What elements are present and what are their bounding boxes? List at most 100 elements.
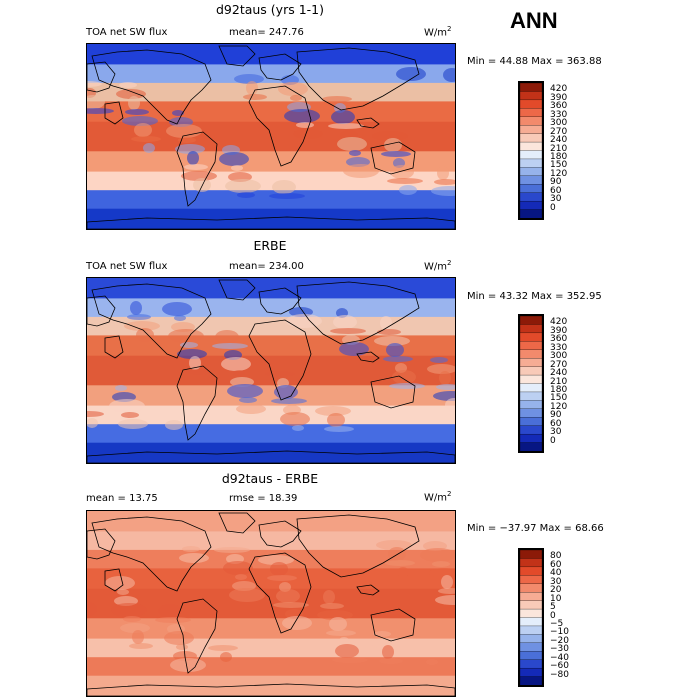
coastline	[296, 514, 420, 578]
contour-patch	[293, 129, 323, 139]
colorbar-tick-label: −80	[550, 669, 569, 680]
colorbar-tick-label: −40	[550, 652, 569, 663]
colorbar	[518, 548, 544, 687]
colorbar-swatch	[519, 116, 543, 126]
contour-patch	[267, 575, 297, 581]
contour-patch	[437, 166, 449, 180]
colorbar-swatch	[519, 315, 543, 325]
contour-patch	[332, 657, 368, 663]
contour-patch	[129, 643, 153, 649]
colorbar-swatch	[519, 566, 543, 576]
contour-patch	[172, 110, 184, 116]
contour-patch	[396, 67, 426, 81]
contour-patch	[225, 179, 261, 193]
contour-patch	[382, 645, 394, 659]
colorbar-swatch	[519, 349, 543, 359]
latitude-band	[87, 208, 455, 229]
coastline	[296, 47, 420, 111]
coastline	[218, 512, 256, 534]
colorbar-swatch	[519, 442, 543, 452]
colorbar-swatch	[519, 667, 543, 678]
coastline	[91, 283, 212, 359]
contour-patch	[427, 364, 455, 374]
contour-patch	[121, 412, 139, 418]
colorbar-swatch	[519, 167, 543, 177]
colorbar-tick-label: −10	[550, 627, 569, 638]
latitude-band	[87, 64, 455, 84]
contour-patch	[330, 328, 366, 334]
colorbar-swatch	[519, 158, 543, 168]
mean-value: mean= 234.00	[229, 261, 304, 272]
contour-patch	[426, 659, 438, 665]
colorbar-swatch	[519, 184, 543, 194]
colorbar-swatch	[519, 408, 543, 418]
coastline	[370, 375, 416, 409]
panel-title: d92taus (yrs 1-1)	[215, 2, 324, 17]
map-panel	[86, 43, 456, 230]
contour-patch	[433, 391, 455, 401]
colorbar-tick-label: 330	[550, 109, 568, 120]
contour-patch	[193, 178, 211, 192]
rmse-value: rmse = 18.39	[229, 493, 298, 504]
colorbar-swatch	[519, 133, 543, 143]
contour-patch	[219, 152, 249, 166]
colorbar-tick-label: 10	[550, 593, 562, 604]
contour-patch	[430, 357, 448, 363]
colorbar-swatch	[519, 150, 543, 160]
colorbar-swatch	[519, 600, 543, 610]
contour-patch	[386, 343, 404, 357]
colorbar-swatch	[519, 391, 543, 401]
contour-patch	[443, 68, 455, 82]
coastline	[296, 281, 420, 345]
coastline	[258, 520, 302, 548]
contour-patch	[315, 406, 351, 416]
map-canvas	[87, 511, 455, 696]
coastline	[87, 450, 455, 463]
contour-patch	[438, 588, 455, 594]
contour-patch	[208, 645, 238, 651]
contour-patch	[184, 164, 208, 170]
coastline	[218, 45, 256, 67]
contour-patch	[272, 180, 296, 194]
colorbar	[518, 81, 544, 220]
colorbar-swatch	[519, 634, 543, 644]
coastline	[87, 528, 116, 560]
contour-patch	[435, 595, 455, 605]
contour-patch	[177, 349, 207, 359]
contour-patch	[379, 658, 403, 664]
field-label: TOA net SW flux	[86, 27, 168, 38]
contour-patch	[111, 603, 147, 617]
colorbar-swatch	[519, 642, 543, 652]
contour-patch	[130, 301, 142, 315]
contour-patch	[246, 81, 258, 95]
contour-patch	[155, 617, 191, 623]
contour-patch	[434, 179, 455, 185]
contour-patch	[234, 74, 264, 84]
contour-patch	[274, 385, 298, 399]
coastline	[87, 61, 116, 93]
colorbar-tick-label: 60	[550, 185, 562, 196]
contour-patch	[284, 109, 320, 123]
coastline	[370, 608, 416, 642]
colorbar-swatch	[519, 366, 543, 376]
units-label: W/m2	[424, 490, 452, 504]
contour-patch	[118, 419, 148, 429]
contour-patch	[280, 412, 310, 426]
contour-patch	[87, 418, 98, 428]
contour-patch	[445, 398, 455, 412]
coastline	[370, 141, 416, 175]
contour-patch	[125, 109, 149, 115]
colorbar-swatch	[519, 617, 543, 627]
contour-patch	[105, 576, 135, 590]
contour-patch	[215, 330, 239, 344]
colorbar-tick-label: 270	[550, 126, 568, 137]
colorbar-swatch	[519, 141, 543, 151]
contour-patch	[292, 425, 304, 431]
latitude-band	[87, 405, 455, 425]
colorbar-tick-label: 0	[550, 435, 556, 446]
contour-patch	[392, 370, 416, 384]
colorbar-tick-label: 120	[550, 168, 568, 179]
colorbar-swatches	[518, 81, 544, 220]
colorbar-tick-label: 210	[550, 376, 568, 387]
mean-value: mean= 247.76	[229, 27, 304, 38]
